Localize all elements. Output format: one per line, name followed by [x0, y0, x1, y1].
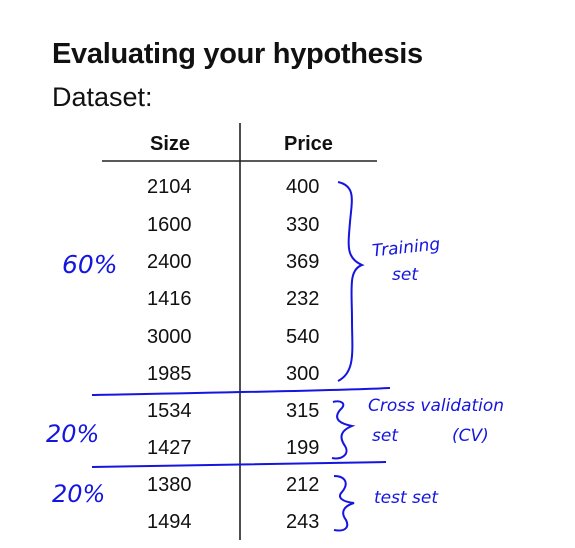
cell-price: 315 [286, 400, 320, 422]
column-header-price: Price [284, 133, 333, 155]
cell-price: 199 [286, 437, 320, 459]
cell-size: 1494 [147, 511, 192, 533]
cell-price: 232 [286, 288, 320, 310]
test-brace [333, 475, 355, 532]
cell-price: 330 [286, 214, 320, 236]
cell-price: 243 [286, 511, 320, 533]
cv-split-line [91, 387, 391, 396]
cell-size: 2104 [147, 176, 192, 198]
cv-label-abbrev: (CV) [452, 426, 489, 446]
test-percent-note: 20% [52, 480, 106, 508]
cell-price: 300 [286, 363, 320, 385]
cell-size: 1600 [147, 214, 192, 236]
cv-brace [331, 400, 356, 460]
slide-title: Evaluating your hypothesis [52, 38, 423, 70]
test-set-label: test set [374, 488, 439, 508]
cv-percent-note: 20% [46, 420, 100, 448]
cell-size: 1534 [147, 400, 192, 422]
cell-size: 1416 [147, 288, 192, 310]
test-split-line [91, 461, 387, 468]
cv-label-line2: set [372, 426, 398, 446]
train-percent-note: 60% [62, 250, 118, 279]
cell-price: 369 [286, 251, 320, 273]
cell-size: 3000 [147, 326, 192, 348]
training-label-line2: set [392, 265, 418, 285]
cell-size: 1427 [147, 437, 192, 459]
cell-size: 2400 [147, 251, 192, 273]
cell-size: 1380 [147, 474, 192, 496]
cell-price: 540 [286, 326, 320, 348]
slide-subtitle: Dataset: [52, 82, 153, 112]
cell-price: 212 [286, 474, 320, 496]
cell-size: 1985 [147, 363, 192, 385]
cv-label-line1: Cross validation [368, 396, 505, 416]
column-header-size: Size [150, 133, 191, 155]
training-brace [337, 181, 365, 382]
cell-price: 400 [286, 176, 320, 198]
